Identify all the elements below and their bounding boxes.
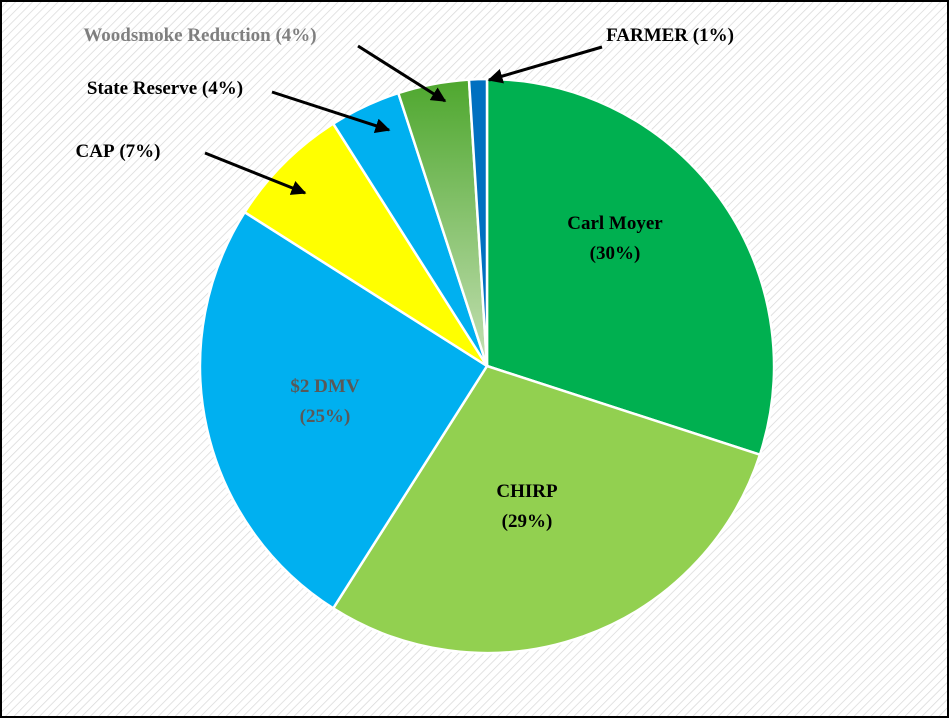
pie-slice	[331, 364, 762, 655]
data-label: FARMER (1%)	[606, 25, 734, 46]
leader-arrow	[357, 44, 447, 103]
label-value: (7%)	[119, 141, 160, 162]
label-value: (30%)	[590, 243, 641, 264]
data-label: $2 DMV (25%)	[290, 376, 359, 427]
label-name: CHIRP	[496, 481, 558, 502]
label-name: Woodsmoke Reduction	[83, 25, 271, 46]
label-value: (4%)	[275, 25, 316, 46]
label-value: (25%)	[300, 406, 351, 427]
label-name: State Reserve	[87, 78, 197, 99]
data-label: CHIRP (29%)	[496, 481, 558, 532]
pie-slice	[198, 210, 489, 611]
label-value: (4%)	[202, 78, 243, 99]
leader-arrow	[271, 90, 391, 133]
leader-arrow	[487, 45, 603, 84]
label-name: CAP	[76, 141, 115, 162]
pie-slice	[485, 77, 776, 457]
pie-slice	[467, 77, 489, 367]
label-value: (1%)	[693, 25, 734, 46]
data-label: Woodsmoke Reduction (4%)	[83, 25, 316, 46]
label-name: Carl Moyer	[567, 213, 663, 234]
data-label: Carl Moyer (30%)	[567, 213, 663, 264]
data-label: State Reserve (4%)	[87, 78, 243, 99]
label-name: FARMER	[606, 25, 688, 46]
leader-arrow	[204, 151, 307, 195]
label-value: (29%)	[502, 511, 553, 532]
label-name: $2 DMV	[290, 376, 359, 397]
data-label: CAP (7%)	[76, 141, 161, 162]
